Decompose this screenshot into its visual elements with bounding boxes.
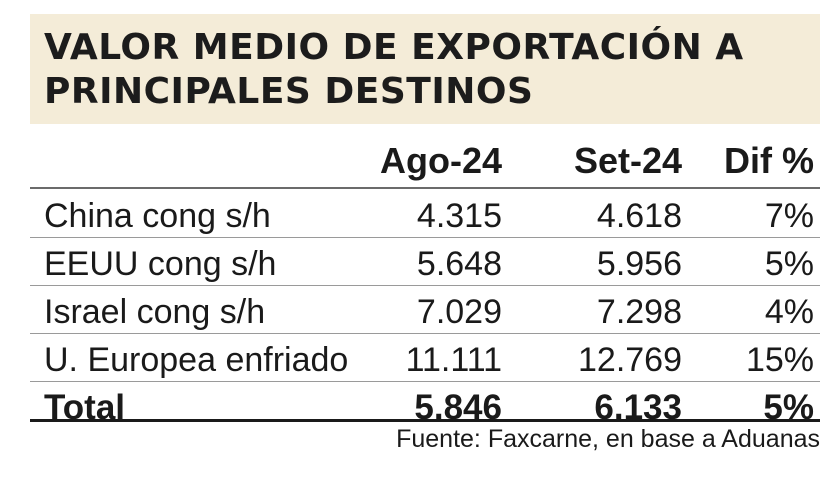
row-divider [30, 333, 820, 334]
total-label: Total [44, 388, 126, 427]
value-dif: 7% [764, 197, 814, 235]
value-dif: 5% [764, 245, 814, 283]
column-header-set-24: Set-24 [573, 140, 682, 181]
table-row: China cong s/h 4.315 4.618 7% [30, 192, 820, 240]
value-ago-24: 5.648 [416, 245, 502, 283]
row-label: EEUU cong s/h [44, 245, 277, 283]
row-divider [30, 381, 820, 382]
source-note: Fuente: Faxcarne, en base a Aduanas [396, 425, 820, 453]
value-set-24: 5.956 [596, 245, 682, 283]
value-set-24: 4.618 [596, 197, 682, 235]
value-dif: 4% [764, 293, 814, 331]
value-ago-24: 4.315 [416, 197, 502, 235]
row-divider [30, 237, 820, 238]
value-dif: 15% [745, 341, 814, 379]
column-header-dif: Dif % [724, 140, 814, 181]
value-set-24: 7.298 [596, 293, 682, 331]
table-row: U. Europea enfriado 11.111 12.769 15% [30, 336, 820, 384]
row-divider [30, 285, 820, 286]
table-row: EEUU cong s/h 5.648 5.956 5% [30, 240, 820, 288]
table-card: VALOR MEDIO DE EXPORTACIÓN A PRINCIPALES… [30, 14, 820, 478]
value-ago-24: 7.029 [416, 293, 502, 331]
table-title: VALOR MEDIO DE EXPORTACIÓN A PRINCIPALES… [44, 27, 744, 112]
column-header-ago-24: Ago-24 [379, 140, 502, 181]
table-row: Israel cong s/h 7.029 7.298 4% [30, 288, 820, 336]
value-ago-24: 11.111 [405, 341, 502, 379]
header-divider [30, 187, 820, 189]
column-headers: Ago-24 Set-24 Dif % [30, 138, 820, 184]
row-label: U. Europea enfriado [44, 341, 349, 379]
row-label: China cong s/h [44, 197, 271, 235]
total-bottom-rule [30, 419, 820, 422]
row-label: Israel cong s/h [44, 293, 266, 331]
value-set-24: 12.769 [578, 341, 682, 379]
title-band: VALOR MEDIO DE EXPORTACIÓN A PRINCIPALES… [30, 14, 820, 124]
total-row: Total 5.846 6.133 5% [30, 384, 820, 432]
table-body: China cong s/h 4.315 4.618 7% EEUU cong … [30, 192, 820, 432]
